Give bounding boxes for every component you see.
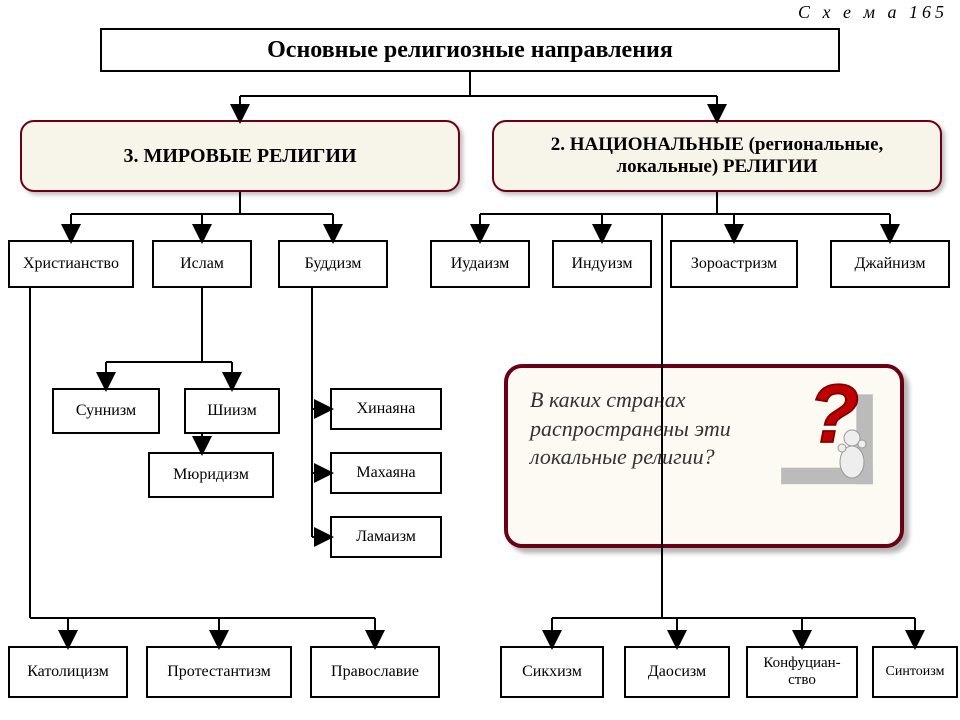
category-national: 2. НАЦИОНАЛЬНЫЕ (региональные, локальные… xyxy=(492,120,942,192)
node-confucianism: Конфуциан- ство xyxy=(746,646,858,698)
callout-text: В каких странах распространены эти локал… xyxy=(530,386,780,472)
node-mahayana: Махаяна xyxy=(330,452,442,494)
callout-question: В каких странах распространены эти локал… xyxy=(504,364,904,548)
node-sunnism: Суннизм xyxy=(52,388,160,434)
node-catholicism: Католицизм xyxy=(8,646,128,698)
node-protestantism: Протестантизм xyxy=(146,646,292,698)
category-world: 3. МИРОВЫЕ РЕЛИГИИ xyxy=(20,120,460,192)
node-sikhism: Сикхизм xyxy=(500,646,604,698)
node-muridism: Мюридизм xyxy=(148,452,274,498)
title-box: Основные религиозные направления xyxy=(100,28,840,72)
connectors xyxy=(0,0,960,720)
node-orthodoxy: Православие xyxy=(310,646,440,698)
question-mark-icon: ? xyxy=(772,376,882,486)
node-buddhism: Буддизм xyxy=(278,240,388,288)
node-jainism: Джайнизм xyxy=(830,240,950,288)
node-shinto: Синтоизм xyxy=(872,646,958,698)
node-hinduism: Индуизм xyxy=(552,240,652,288)
node-shiism: Шиизм xyxy=(184,388,280,434)
thinking-figure-icon xyxy=(830,428,874,484)
node-christianity: Христианство xyxy=(8,240,134,288)
node-islam: Ислам xyxy=(152,240,252,288)
node-judaism: Иудаизм xyxy=(430,240,530,288)
node-taoism: Даосизм xyxy=(624,646,730,698)
node-hinayana: Хинаяна xyxy=(330,388,442,430)
node-zoroastrianism: Зороастризм xyxy=(670,240,798,288)
node-lamaism: Ламаизм xyxy=(330,516,442,558)
scheme-label: С х е м а 165 xyxy=(798,2,948,23)
